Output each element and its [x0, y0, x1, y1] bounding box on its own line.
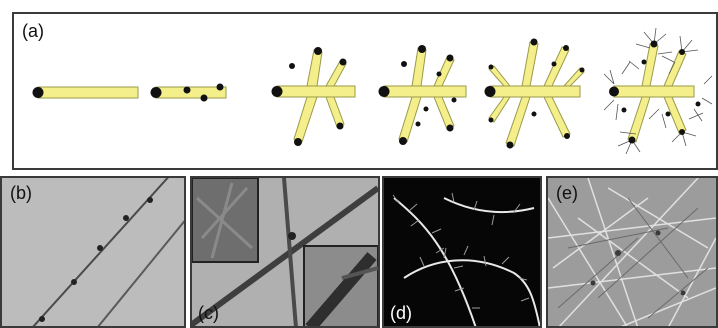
panel-e-label: (e) [556, 183, 578, 203]
micrograph-d [384, 178, 540, 326]
stage-6-decorated [603, 27, 713, 155]
stage-5-dense-branched [484, 38, 585, 149]
panel-b-label: (b) [10, 183, 32, 203]
panel-a-label: (a) [22, 21, 44, 41]
stage-2-rod-with-particles [150, 83, 227, 102]
panel-a: (a) [12, 12, 718, 170]
micrograph-b [2, 178, 184, 326]
panel-d-label: (d) [390, 303, 412, 323]
panel-c-label: (c) [198, 303, 219, 323]
growth-schematic [32, 27, 713, 155]
panel-b: (b) [0, 176, 186, 328]
panel-c: (c) [190, 176, 380, 328]
stage-1-rod [32, 86, 139, 99]
panel-e: (e) [546, 176, 718, 328]
stage-4-branched-particles [378, 45, 467, 145]
micrograph-c [192, 178, 378, 326]
micrograph-e [548, 178, 716, 326]
stage-3-branched [271, 47, 356, 146]
panel-d: (d) [382, 176, 542, 328]
